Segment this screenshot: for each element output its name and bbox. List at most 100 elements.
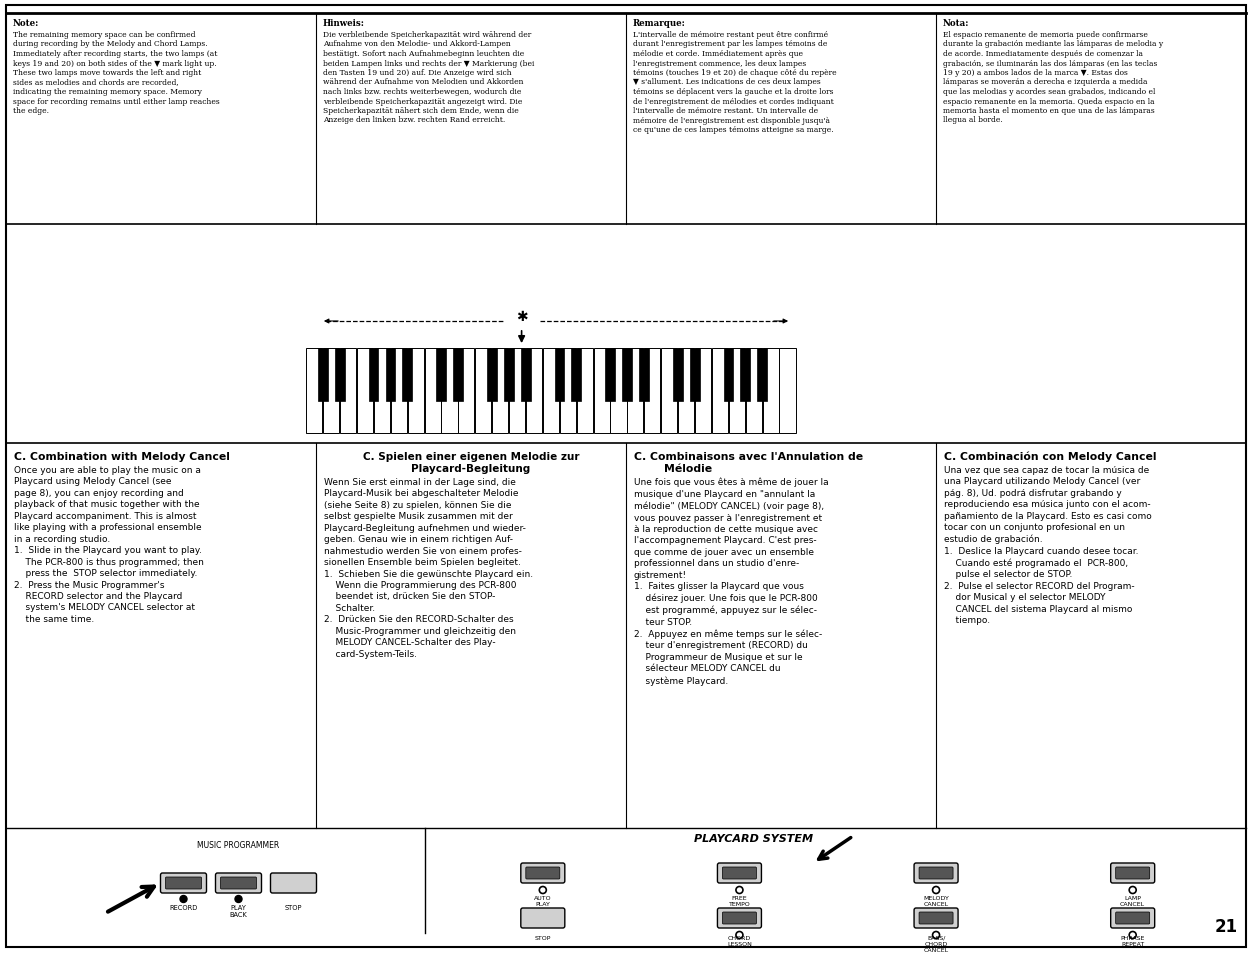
Bar: [341, 349, 356, 434]
Text: Une fois que vous êtes à même de jouer la
musique d'une Playcard en "annulant la: Une fois que vous êtes à même de jouer l…: [634, 477, 829, 685]
Text: Mélodie: Mélodie: [664, 463, 712, 474]
FancyBboxPatch shape: [270, 873, 317, 893]
Text: Note:: Note:: [13, 19, 39, 28]
Bar: [368, 349, 378, 401]
Text: Nota:: Nota:: [943, 19, 969, 28]
Text: STOP: STOP: [535, 935, 551, 940]
FancyBboxPatch shape: [160, 873, 207, 893]
Text: CHORD
LESSON: CHORD LESSON: [727, 935, 752, 945]
Bar: [487, 349, 497, 401]
Bar: [436, 349, 446, 401]
Bar: [391, 349, 407, 434]
Bar: [639, 349, 649, 401]
Text: ✱: ✱: [516, 310, 527, 324]
FancyBboxPatch shape: [1116, 912, 1149, 924]
Bar: [334, 349, 344, 401]
FancyBboxPatch shape: [521, 863, 565, 883]
Text: The remaining memory space can be confirmed
during recording by the Melody and C: The remaining memory space can be confir…: [13, 30, 220, 115]
Text: PLAY
BACK: PLAY BACK: [229, 904, 248, 917]
FancyBboxPatch shape: [215, 873, 262, 893]
Text: Remarque:: Remarque:: [634, 19, 686, 28]
FancyBboxPatch shape: [1111, 908, 1154, 928]
Text: C. Combinaisons avec l'Annulation de: C. Combinaisons avec l'Annulation de: [634, 452, 863, 461]
Text: L'intervalle de mémoire restant peut être confirmé
durant l'enregistrement par l: L'intervalle de mémoire restant peut êtr…: [634, 30, 836, 134]
FancyBboxPatch shape: [919, 912, 953, 924]
Bar: [746, 349, 761, 434]
Text: MELODY
CANCEL: MELODY CANCEL: [923, 895, 949, 906]
Bar: [762, 349, 779, 434]
FancyBboxPatch shape: [914, 863, 958, 883]
Text: Wenn Sie erst einmal in der Lage sind, die
Playcard-Musik bei abgeschalteter Mel: Wenn Sie erst einmal in der Lage sind, d…: [324, 477, 533, 659]
Bar: [729, 349, 745, 434]
Bar: [679, 349, 694, 434]
FancyBboxPatch shape: [1116, 867, 1149, 879]
Text: Die verbleibende Speicherkapazität wird während der
Aufnahme von den Melodie- un: Die verbleibende Speicherkapazität wird …: [323, 30, 535, 125]
Bar: [307, 349, 323, 434]
Text: PLAYCARD SYSTEM: PLAYCARD SYSTEM: [694, 833, 813, 843]
Bar: [560, 349, 576, 434]
Bar: [571, 349, 581, 401]
Bar: [492, 349, 508, 434]
Bar: [453, 349, 463, 401]
FancyBboxPatch shape: [722, 912, 756, 924]
Bar: [724, 349, 734, 401]
Bar: [611, 349, 626, 434]
FancyBboxPatch shape: [717, 908, 761, 928]
Bar: [593, 349, 610, 434]
Bar: [543, 349, 558, 434]
Bar: [521, 349, 531, 401]
Text: STOP: STOP: [284, 904, 302, 910]
Text: Playcard-Begleitung: Playcard-Begleitung: [412, 463, 531, 474]
Text: AUTO
PLAY: AUTO PLAY: [535, 895, 552, 906]
Bar: [690, 349, 700, 401]
Text: Una vez que sea capaz de tocar la música de
una Playcard utilizando Melody Cance: Una vez que sea capaz de tocar la música…: [944, 465, 1152, 624]
Circle shape: [180, 896, 187, 902]
Bar: [757, 349, 767, 401]
FancyBboxPatch shape: [722, 867, 756, 879]
Bar: [374, 349, 389, 434]
Bar: [323, 349, 339, 434]
Bar: [408, 349, 423, 434]
Bar: [526, 349, 542, 434]
FancyBboxPatch shape: [165, 877, 202, 889]
Bar: [661, 349, 677, 434]
Bar: [386, 349, 396, 401]
Bar: [555, 349, 565, 401]
Bar: [577, 349, 592, 434]
FancyBboxPatch shape: [914, 908, 958, 928]
Text: El espacio remanente de memoria puede confirmarse
durante la grabación mediante : El espacio remanente de memoria puede co…: [943, 30, 1163, 125]
Bar: [712, 349, 727, 434]
Bar: [605, 349, 615, 401]
Text: LAMP
CANCEL: LAMP CANCEL: [1121, 895, 1146, 906]
Text: C. Combinación con Melody Cancel: C. Combinación con Melody Cancel: [944, 452, 1157, 462]
Text: C. Spielen einer eigenen Melodie zur: C. Spielen einer eigenen Melodie zur: [363, 452, 580, 461]
Text: MUSIC PROGRAMMER: MUSIC PROGRAMMER: [198, 841, 279, 849]
FancyBboxPatch shape: [526, 867, 560, 879]
Bar: [318, 349, 328, 401]
Bar: [627, 349, 644, 434]
Bar: [672, 349, 682, 401]
Bar: [780, 349, 795, 434]
FancyBboxPatch shape: [220, 877, 257, 889]
Bar: [645, 349, 660, 434]
Bar: [402, 349, 412, 401]
Bar: [503, 349, 513, 401]
Bar: [510, 349, 525, 434]
Bar: [357, 349, 373, 434]
FancyBboxPatch shape: [521, 908, 565, 928]
Text: PHRASE
REPEAT: PHRASE REPEAT: [1121, 935, 1144, 945]
Text: FREE
TEMPO: FREE TEMPO: [729, 895, 750, 906]
Circle shape: [235, 896, 242, 902]
Text: 21: 21: [1214, 917, 1238, 935]
FancyBboxPatch shape: [1111, 863, 1154, 883]
FancyBboxPatch shape: [717, 863, 761, 883]
Bar: [476, 349, 491, 434]
Bar: [695, 349, 711, 434]
Bar: [442, 349, 457, 434]
Text: RECORD: RECORD: [169, 904, 198, 910]
Text: Once you are able to play the music on a
Playcard using Melody Cancel (see
page : Once you are able to play the music on a…: [14, 465, 204, 623]
Bar: [424, 349, 441, 434]
Text: Hinweis:: Hinweis:: [323, 19, 366, 28]
Text: C. Combination with Melody Cancel: C. Combination with Melody Cancel: [14, 452, 230, 461]
FancyBboxPatch shape: [919, 867, 953, 879]
